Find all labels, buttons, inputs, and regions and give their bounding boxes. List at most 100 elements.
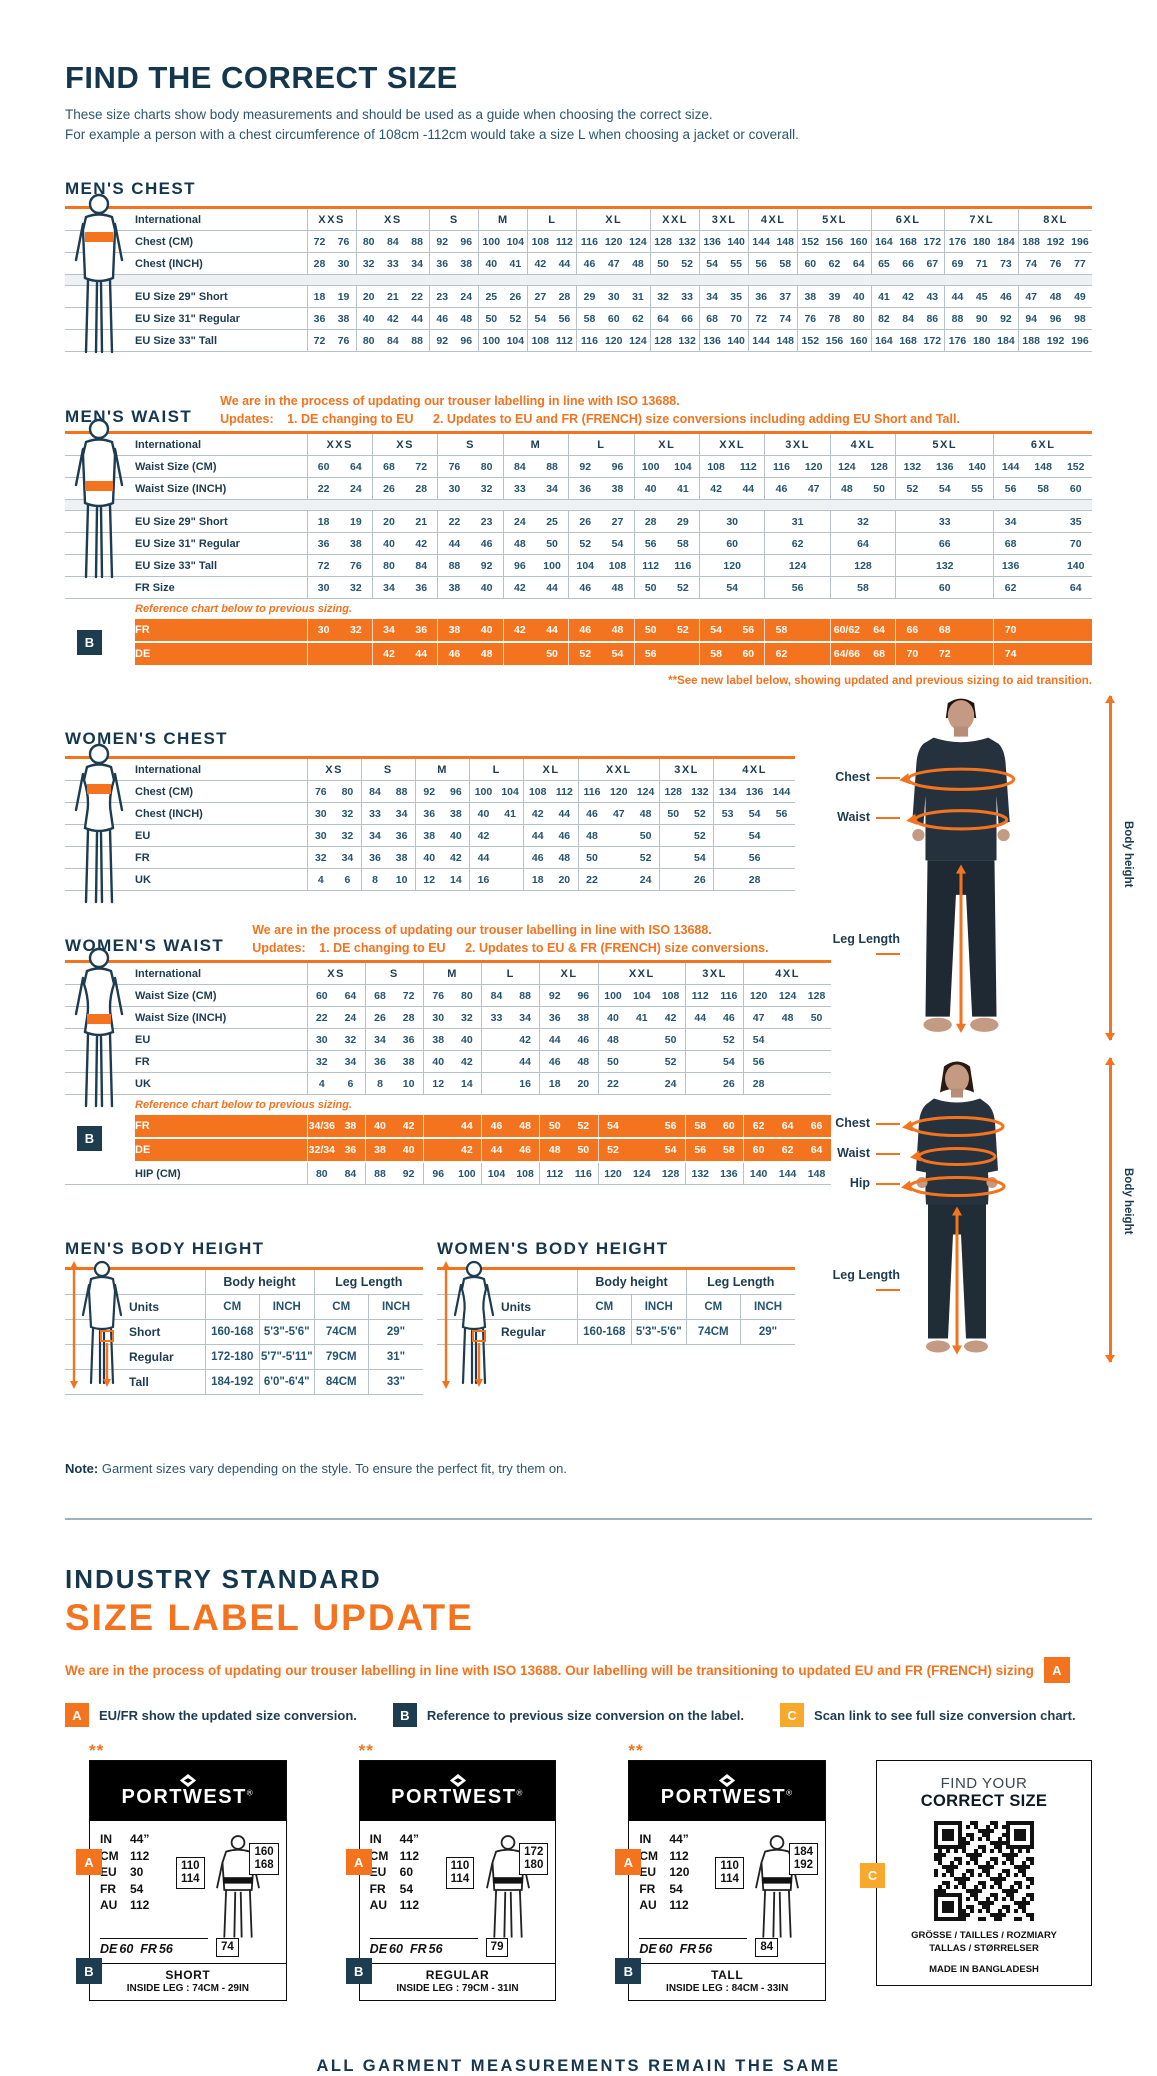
size-cell: 34 36 (364, 1028, 424, 1051)
size-value: 6 (344, 873, 351, 886)
brand-wordmark: PORTWEST® (391, 1785, 524, 1808)
size-values: 120 (700, 560, 764, 572)
size-values: 34 35 (994, 516, 1092, 528)
size-values: 56 (744, 1056, 831, 1068)
legend-text: Reference to previous size conversion on… (426, 1707, 745, 1723)
size-value: 66 (902, 257, 914, 270)
box-value: 160 (254, 1846, 274, 1858)
size-cell: 56 (633, 642, 700, 667)
size-value: 18 (313, 290, 326, 303)
size-value: 68 (706, 312, 718, 325)
height-cell: Regular (121, 1344, 205, 1370)
size-value: 23 (436, 290, 449, 303)
size-value: 40 (480, 624, 493, 636)
size-value: 84 (369, 785, 381, 798)
size-cell: 18 19 (306, 285, 357, 308)
size-value: 40 (374, 1120, 386, 1132)
size-value: 50 (586, 851, 598, 864)
size-value: 40 (461, 1033, 473, 1046)
size-values: 44 (482, 1056, 539, 1068)
size-value: 76 (337, 334, 350, 347)
womens-measurement-figure: Chest Waist Hip Leg Length Body height (833, 1056, 1146, 1368)
label-box: PORTWEST® IN 44” CM 112 EU 30 FR 54 AU 112 110 114 16… (76, 1760, 287, 2001)
size-label-card: ** PORTWEST® IN 44” CM 112 EU 60 FR 54 AU 112 110 114… (345, 1741, 557, 2001)
size-cell: 34 36 (360, 824, 416, 847)
size-cell: 88 90 92 (944, 307, 1019, 330)
size-value (1027, 648, 1060, 660)
size-value: 32 (314, 851, 327, 864)
size-value: 96 (577, 989, 590, 1002)
size-cell: 36 38 (360, 846, 416, 869)
size-value: 42 (514, 624, 526, 636)
size-cell: 144 148 (748, 230, 798, 253)
size-value: 116 (720, 989, 738, 1002)
fit-name: SHORT (165, 1968, 211, 1982)
size-values: 144 148 (749, 236, 797, 248)
size-values: 46 48 (540, 1056, 597, 1068)
size-value: 104 (633, 989, 651, 1002)
size-cell: 22 23 (437, 510, 504, 533)
size-value: 128 (661, 1167, 680, 1180)
size-cell: 50 52 (658, 802, 714, 825)
size-cell: 116 120 124 (577, 780, 660, 803)
badge-c: C (860, 1863, 886, 1888)
size-value: 34 (395, 807, 408, 820)
size-value: 24 (639, 873, 652, 886)
size-value: 152 (801, 235, 820, 248)
size-value: 64/66 (833, 648, 861, 660)
size-values: 34 36 (362, 830, 415, 842)
size-value: 21 (387, 290, 399, 303)
size-value: 40 (607, 1011, 619, 1024)
size-value (686, 1034, 715, 1046)
size-values: 58 (831, 582, 895, 594)
size-value: 56 (558, 312, 571, 325)
size-values: 33 34 (362, 808, 415, 820)
size-values: 20 21 (373, 516, 437, 528)
size-values: 112 116 (686, 990, 743, 1002)
leg-size-box: 74 (216, 1938, 239, 1957)
size-cell: 44 46 (684, 1006, 744, 1029)
size-column-header: 7XL (944, 207, 1019, 231)
height-cell: 6'0"-6'4" (259, 1369, 314, 1395)
size-cell: 26 (684, 1072, 744, 1095)
size-value: 36 (415, 581, 428, 594)
size-cell: 32 34 (306, 846, 362, 869)
size-value: 62 (828, 257, 841, 270)
size-value: 44 (415, 648, 428, 660)
size-values: 50 52 (479, 313, 527, 325)
size-value: 128 (654, 235, 672, 248)
row-label: EU Size 33" Tall (135, 329, 307, 352)
size-value: 50 (644, 624, 657, 636)
waist-label: Waist (808, 1146, 900, 1160)
table-row: FR Size 30 32 34 36 38 40 42 44 46 48 50 52 54 56 58 60 6… (65, 576, 1092, 599)
size-cell: 188 192 196 (1018, 230, 1093, 253)
size-values: 33 34 (504, 483, 568, 495)
size-values: 46 48 (569, 624, 633, 636)
size-value: 45 (975, 290, 988, 303)
size-values: 40 42 (416, 852, 469, 864)
size-value: 60 (804, 257, 817, 270)
size-values: 134 136 144 (714, 786, 795, 798)
size-cell: 44 46 (437, 532, 504, 555)
box-value: 114 (450, 1873, 470, 1885)
update-item-1: 1. DE changing to EU (287, 412, 413, 426)
height-cell: 29" (368, 1319, 424, 1345)
size-value (961, 648, 993, 660)
brand-diamond-icon (449, 1773, 466, 1787)
size-values: 116 120 (765, 461, 829, 473)
size-cell: 68 70 (993, 532, 1092, 555)
size-value: 38 (395, 851, 408, 864)
size-cell: 54 56 (527, 307, 577, 330)
size-values: 108 112 (528, 335, 576, 347)
units-row: Units CM INCH CM INCH (437, 1294, 796, 1320)
size-values: 128 132 (651, 236, 699, 248)
size-cell: 33 34 (502, 477, 569, 500)
size-field: AU 112 (639, 1897, 689, 1914)
size-value: 112 (691, 989, 709, 1002)
size-value: 132 (691, 1167, 710, 1180)
size-values: 36 38 (569, 483, 633, 495)
qr-code (934, 1821, 1035, 1921)
size-value: 120 (610, 785, 628, 798)
size-value: 70 (906, 648, 919, 660)
size-value: 50 (577, 1144, 590, 1156)
